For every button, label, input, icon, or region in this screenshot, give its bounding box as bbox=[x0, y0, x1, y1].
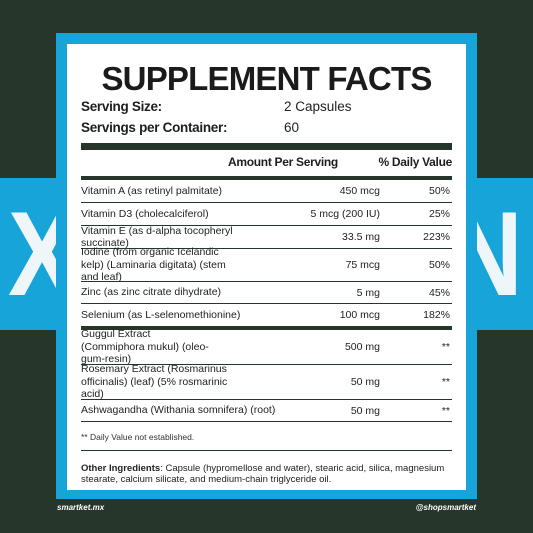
table-row: Iodine (from organic Icelandic kelp) (La… bbox=[81, 246, 452, 284]
ingredient-dv: 25% bbox=[428, 208, 450, 220]
ingredient-dv: ** bbox=[441, 376, 450, 388]
ingredient-amount: 33.5 mg bbox=[342, 231, 380, 243]
table-row: Ashwagandha (Withania somnifera) (root) … bbox=[81, 400, 452, 422]
servings-per-container-label: Servings per Container: bbox=[81, 120, 228, 135]
ingredient-dv: 50% bbox=[428, 185, 450, 197]
nutrient-group-1: Vitamin A (as retinyl palmitate) 450 mcg… bbox=[81, 180, 452, 326]
ingredient-name: Vitamin D3 (cholecalciferol) bbox=[81, 207, 209, 220]
ingredient-name: Guggul Extract (Commiphora mukul) (oleo-… bbox=[81, 328, 209, 366]
serving-size-row: Serving Size: 2 Capsules bbox=[81, 96, 452, 117]
other-ingredients: Other Ingredients: Capsule (hypromellose… bbox=[81, 463, 452, 485]
page-title: SUPPLEMENT FACTS bbox=[101, 60, 432, 97]
table-row: Selenium (as L-selenomethionine) 100 mcg… bbox=[81, 304, 452, 326]
ingredient-amount: 450 mcg bbox=[339, 185, 380, 197]
table-row: Vitamin A (as retinyl palmitate) 450 mcg… bbox=[81, 180, 452, 203]
daily-value-header: % Daily Value bbox=[378, 155, 453, 169]
servings-per-container-value: 60 bbox=[284, 120, 300, 135]
ingredient-name: Vitamin E (as d-alpha tocopheryl succina… bbox=[81, 224, 233, 250]
table-row: Vitamin D3 (cholecalciferol) 5 mcg (200 … bbox=[81, 203, 452, 226]
amount-per-serving-header: Amount Per Serving bbox=[228, 155, 338, 169]
ingredient-name: Iodine (from organic Icelandic kelp) (La… bbox=[81, 246, 226, 284]
ingredient-dv: ** bbox=[441, 341, 450, 353]
ingredient-name: Ashwagandha (Withania somnifera) (root) bbox=[81, 404, 276, 417]
ingredient-amount: 500 mg bbox=[344, 341, 380, 353]
other-ingredients-text: : Capsule (hypromellose and water), stea… bbox=[81, 463, 445, 485]
table-row: Vitamin E (as d-alpha tocopheryl succina… bbox=[81, 224, 452, 250]
ingredient-name: Vitamin A (as retinyl palmitate) bbox=[81, 184, 223, 197]
footnote: ** Daily Value not established. bbox=[81, 432, 195, 442]
ingredient-dv: 223% bbox=[423, 231, 450, 243]
footer-handle-right: @shopsmartket bbox=[415, 503, 476, 512]
servings-per-container-row: Servings per Container: 60 bbox=[81, 117, 452, 138]
table-row: Rosemary Extract (Rosmarinus officinalis… bbox=[81, 363, 452, 401]
divider-thin bbox=[81, 450, 452, 451]
footer-handle-left: smartket.mx bbox=[57, 503, 105, 512]
ingredient-amount: 5 mg bbox=[356, 286, 380, 299]
nutrient-group-2: Guggul Extract (Commiphora mukul) (oleo-… bbox=[81, 328, 452, 422]
column-header: Amount Per Serving % Daily Value bbox=[81, 150, 452, 174]
table-row: Zinc (as zinc citrate dihydrate) 5 mg 45… bbox=[81, 282, 452, 304]
ingredient-amount: 100 mcg bbox=[339, 309, 380, 321]
supplement-facts-panel: SUPPLEMENT FACTS Serving Size: 2 Capsule… bbox=[67, 44, 466, 490]
serving-size-label: Serving Size: bbox=[81, 99, 162, 114]
ingredient-name: Rosemary Extract (Rosmarinus officinalis… bbox=[81, 363, 228, 401]
ingredient-amount: 5 mcg (200 IU) bbox=[310, 208, 380, 220]
other-ingredients-label: Other Ingredients bbox=[81, 463, 161, 474]
serving-size-value: 2 Capsules bbox=[284, 99, 352, 114]
ingredient-dv: 50% bbox=[428, 259, 450, 271]
divider-thick bbox=[81, 143, 452, 150]
ingredient-name: Selenium (as L-selenomethionine) bbox=[81, 308, 241, 321]
ingredient-amount: 50 mg bbox=[350, 376, 380, 388]
ingredient-dv: 182% bbox=[423, 309, 450, 321]
ingredient-name: Zinc (as zinc citrate dihydrate) bbox=[81, 286, 222, 299]
ingredient-amount: 50 mg bbox=[350, 404, 380, 417]
ingredient-amount: 75 mcg bbox=[345, 259, 380, 271]
ingredient-dv: 45% bbox=[428, 286, 450, 299]
divider-section bbox=[81, 326, 452, 330]
divider-medium bbox=[81, 176, 452, 180]
table-row: Guggul Extract (Commiphora mukul) (oleo-… bbox=[81, 328, 452, 366]
ingredient-dv: ** bbox=[441, 404, 450, 417]
